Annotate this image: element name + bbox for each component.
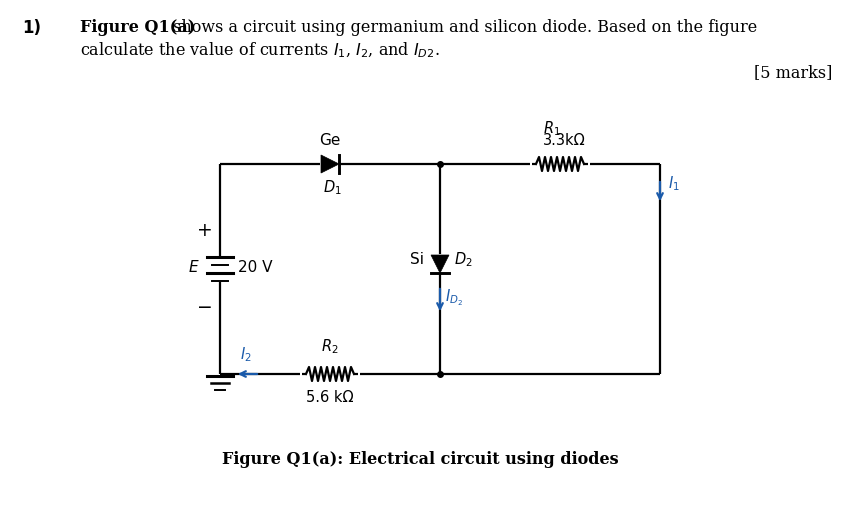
- Text: $R_1$: $R_1$: [543, 119, 561, 138]
- Text: Figure Q1(a): Electrical circuit using diodes: Figure Q1(a): Electrical circuit using d…: [222, 450, 618, 468]
- Text: Si: Si: [410, 253, 424, 267]
- Text: 20 V: 20 V: [238, 260, 272, 275]
- Text: $E$: $E$: [188, 259, 200, 275]
- Text: Ge: Ge: [319, 133, 341, 148]
- Text: $I_2$: $I_2$: [240, 345, 252, 364]
- Polygon shape: [321, 155, 339, 173]
- Text: $R_2$: $R_2$: [321, 337, 339, 356]
- Text: calculate the value of currents $I_1$, $I_2$, and $I_{D2}$.: calculate the value of currents $I_1$, $…: [80, 41, 440, 60]
- Text: 3.3kΩ: 3.3kΩ: [543, 133, 585, 148]
- Polygon shape: [431, 255, 449, 273]
- Text: [5 marks]: [5 marks]: [754, 64, 832, 81]
- Text: 1): 1): [22, 19, 41, 37]
- Text: $I_1$: $I_1$: [668, 175, 679, 194]
- Text: $I_{D_2}$: $I_{D_2}$: [445, 288, 463, 308]
- Text: −: −: [197, 297, 213, 317]
- Text: shows a circuit using germanium and silicon diode. Based on the figure: shows a circuit using germanium and sili…: [168, 19, 757, 36]
- Text: 5.6 kΩ: 5.6 kΩ: [306, 390, 354, 405]
- Text: Figure Q1(a): Figure Q1(a): [80, 19, 196, 36]
- Text: $D_2$: $D_2$: [454, 251, 473, 269]
- Text: $D_1$: $D_1$: [323, 178, 341, 197]
- Text: +: +: [197, 222, 213, 240]
